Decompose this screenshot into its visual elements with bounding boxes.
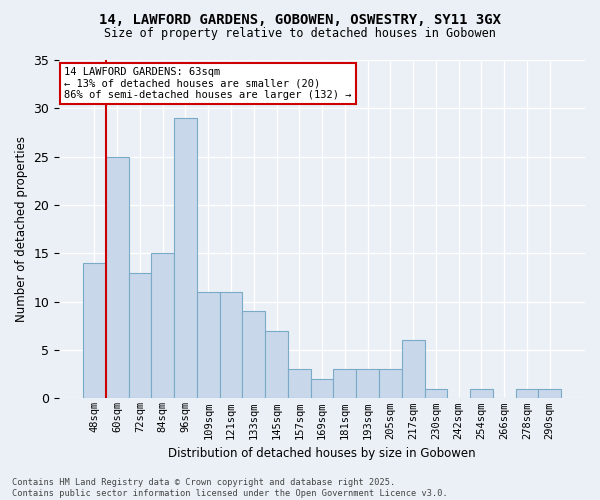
Bar [402, 340, 425, 398]
Text: Contains HM Land Registry data © Crown copyright and database right 2025.
Contai: Contains HM Land Registry data © Crown c… [12, 478, 448, 498]
Text: 14, LAWFORD GARDENS, GOBOWEN, OSWESTRY, SY11 3GX: 14, LAWFORD GARDENS, GOBOWEN, OSWESTRY, … [99, 12, 501, 26]
Bar [265, 330, 288, 398]
Bar [425, 388, 447, 398]
Bar [538, 388, 561, 398]
Text: 14 LAWFORD GARDENS: 63sqm
← 13% of detached houses are smaller (20)
86% of semi-: 14 LAWFORD GARDENS: 63sqm ← 13% of detac… [64, 67, 352, 100]
Bar [311, 379, 334, 398]
Bar [379, 370, 402, 398]
Bar [128, 272, 151, 398]
Bar [83, 263, 106, 398]
Bar [151, 254, 174, 398]
Bar [197, 292, 220, 399]
Bar [356, 370, 379, 398]
Bar [174, 118, 197, 398]
Y-axis label: Number of detached properties: Number of detached properties [15, 136, 28, 322]
Bar [288, 370, 311, 398]
Bar [334, 370, 356, 398]
Text: Size of property relative to detached houses in Gobowen: Size of property relative to detached ho… [104, 28, 496, 40]
Bar [220, 292, 242, 399]
Bar [470, 388, 493, 398]
Bar [242, 312, 265, 398]
Bar [515, 388, 538, 398]
X-axis label: Distribution of detached houses by size in Gobowen: Distribution of detached houses by size … [168, 447, 476, 460]
Bar [106, 156, 128, 398]
